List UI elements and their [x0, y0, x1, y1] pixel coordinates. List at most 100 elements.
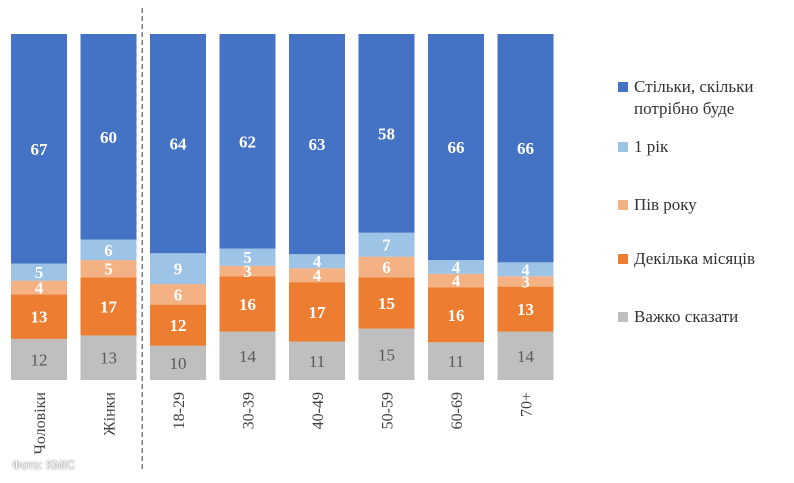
bar-segment	[497, 276, 554, 287]
bar-segment	[358, 256, 415, 278]
legend-item-several-months: Декілька місяців	[618, 248, 794, 270]
category-label: 50-59	[380, 392, 397, 429]
data-label: 13	[31, 308, 48, 327]
legend-label: Декілька місяців	[634, 249, 756, 268]
data-label: 13	[100, 349, 117, 368]
data-label: 13	[517, 300, 534, 319]
data-label: 12	[170, 316, 187, 335]
data-label: 6	[174, 285, 183, 304]
data-label: 66	[448, 138, 465, 157]
data-label: 5	[104, 260, 113, 279]
data-label: 11	[448, 352, 464, 371]
legend-label: Стільки, скільки потрібно буде	[634, 77, 754, 118]
bar-segment	[358, 277, 415, 329]
legend-swatch	[618, 82, 628, 92]
bar-segment	[358, 34, 415, 233]
bar-segment	[358, 232, 415, 257]
bar-segment	[289, 341, 345, 380]
data-label: 9	[174, 260, 183, 279]
category-label: Чоловіки	[32, 392, 49, 455]
data-label: 63	[309, 135, 326, 154]
bar-segment	[428, 260, 484, 274]
data-label: 4	[313, 252, 322, 271]
legend-swatch	[618, 312, 628, 322]
legend-swatch	[618, 254, 628, 264]
data-label: 6	[382, 258, 391, 277]
category-label: 40-49	[310, 392, 327, 429]
data-label: 16	[239, 295, 256, 314]
bar-segment	[150, 34, 206, 254]
data-label: 15	[378, 345, 395, 364]
data-label: 11	[309, 352, 325, 371]
legend-item-one-year: 1 рік	[618, 136, 794, 158]
bar-segment	[497, 262, 554, 277]
data-label: 3	[243, 262, 252, 281]
bar-segment	[150, 253, 206, 285]
bar-segment	[80, 277, 137, 336]
bar-segment	[11, 294, 67, 339]
legend-item-as-long-as-needed: Стільки, скільки потрібно буде	[618, 76, 794, 120]
bar-segment	[11, 280, 67, 295]
legend-label: Пів року	[634, 195, 697, 214]
bar-segment	[219, 265, 276, 277]
data-label: 4	[521, 260, 530, 279]
bar-segment	[358, 328, 415, 380]
category-label: 18-29	[171, 392, 188, 429]
legend-swatch	[618, 200, 628, 210]
bar-segment	[80, 260, 137, 278]
legend-item-half-year: Пів року	[618, 194, 794, 216]
data-label: 64	[170, 135, 188, 154]
bar-segment	[289, 254, 345, 269]
bar-segment	[150, 304, 206, 346]
bar-segment	[497, 34, 554, 263]
bar-segment	[80, 335, 137, 380]
bar-segment	[11, 263, 67, 281]
data-label: 4	[35, 279, 44, 298]
data-label: 10	[170, 354, 187, 373]
data-label: 5	[35, 263, 44, 282]
data-label: 58	[378, 124, 395, 143]
data-label: 6	[104, 241, 113, 260]
data-label: 4	[313, 266, 322, 285]
data-label: 62	[239, 132, 256, 151]
legend-swatch	[618, 142, 628, 152]
bar-segment	[428, 342, 484, 380]
bar-segment	[150, 345, 206, 380]
data-label: 14	[239, 347, 257, 366]
bar-segment	[80, 34, 137, 240]
data-label: 12	[31, 350, 48, 369]
bar-segment	[11, 34, 67, 264]
legend-label: Важко сказати	[634, 307, 739, 326]
bar-segment	[219, 34, 276, 249]
data-label: 14	[517, 347, 535, 366]
legend-label: 1 рік	[634, 137, 669, 156]
category-label: 60-69	[449, 392, 466, 429]
category-label: Жінки	[102, 392, 119, 436]
data-label: 17	[309, 303, 327, 322]
bar-segment	[219, 276, 276, 332]
bar-segment	[80, 239, 137, 261]
bar-segment	[219, 331, 276, 380]
bar-segment	[428, 287, 484, 343]
photo-credit-watermark: Фото: КМІС	[12, 458, 76, 472]
bar-segment	[428, 34, 484, 261]
data-label: 66	[517, 139, 534, 158]
bar-segment	[497, 286, 554, 332]
data-label: 5	[243, 248, 252, 267]
data-label: 3	[521, 272, 530, 291]
data-label: 67	[31, 140, 49, 159]
category-label: 30-39	[241, 392, 258, 429]
data-label: 7	[382, 236, 391, 255]
category-label: 70+	[519, 392, 536, 417]
data-label: 17	[100, 297, 118, 316]
legend-item-hard-to-say: Важко сказати	[618, 306, 794, 328]
data-label: 4	[452, 258, 461, 277]
bar-segment	[219, 248, 276, 266]
data-label: 16	[448, 306, 465, 325]
bar-segment	[289, 282, 345, 342]
data-label: 4	[452, 272, 461, 291]
data-label: 60	[100, 128, 117, 147]
bar-segment	[289, 34, 345, 255]
bar-segment	[11, 338, 67, 380]
